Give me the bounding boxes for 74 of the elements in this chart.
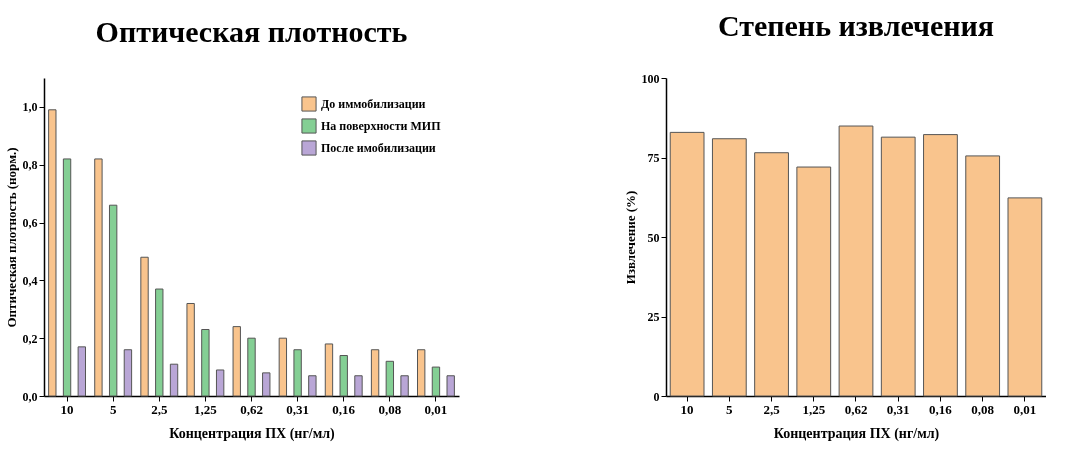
x-tick-label: 1,25	[802, 401, 826, 417]
bar	[431, 366, 441, 397]
y-tick-label: 0,0	[22, 389, 38, 404]
bar	[308, 375, 317, 397]
x-tick-label: 0,62	[844, 401, 868, 417]
bar	[278, 337, 288, 397]
y-axis-title: Оптическая плотность (норм.)	[3, 147, 19, 328]
y-tick-label: 50	[647, 230, 660, 245]
y-tick-label: 25	[647, 310, 660, 324]
y-tick-label: 0,4	[22, 273, 38, 288]
bar	[232, 326, 241, 397]
x-tick-label: 10	[680, 401, 694, 417]
chart-title: Степень извлечения	[717, 9, 995, 42]
bar	[880, 136, 916, 397]
bar	[669, 131, 705, 397]
x-tick-label: 0,08	[378, 401, 402, 417]
bar	[108, 204, 118, 397]
bar	[48, 109, 57, 397]
bar	[417, 349, 426, 397]
y-tick-label: 1,0	[22, 100, 38, 115]
bar	[62, 158, 72, 397]
bar	[186, 302, 195, 397]
x-tick-label: 2,5	[151, 401, 168, 417]
x-axis-title: Концентрация ПХ (нг/мл)	[169, 425, 336, 442]
y-tick-label: 100	[641, 71, 660, 86]
x-tick-label: 2,5	[763, 401, 781, 417]
x-tick-label: 10	[60, 401, 74, 417]
legend-label: До иммобилизации	[321, 97, 426, 111]
bar	[201, 329, 210, 397]
bar	[1007, 197, 1043, 397]
bar	[965, 155, 1001, 397]
x-tick-label: 5	[726, 401, 734, 417]
bar	[354, 375, 363, 397]
bar	[94, 158, 103, 397]
chart-title: Оптическая плотность	[95, 15, 408, 48]
x-tick-label: 5	[109, 401, 117, 417]
legend-label: После имобилизации	[321, 141, 436, 155]
y-tick-label: 0,6	[22, 216, 38, 231]
bar	[140, 256, 149, 397]
bar	[123, 349, 133, 397]
bar	[446, 375, 455, 397]
bar	[155, 288, 164, 397]
x-tick-label: 0,01	[424, 401, 448, 417]
bar	[247, 337, 256, 397]
y-tick-label: 0,2	[22, 331, 38, 346]
y-axis-title: Извлечение (%)	[622, 190, 638, 285]
bar	[77, 346, 86, 397]
y-tick-label: 0,8	[22, 158, 38, 173]
x-tick-label: 0,16	[332, 401, 356, 417]
x-tick-label: 0,08	[971, 401, 995, 417]
x-tick-label: 0,31	[286, 401, 309, 417]
x-tick-label: 0,62	[240, 401, 263, 417]
legend-label: На поверхности МИП	[321, 119, 442, 133]
bar	[293, 349, 302, 397]
x-tick-label: 0,01	[1013, 401, 1037, 417]
bar	[262, 372, 271, 397]
bar	[400, 375, 409, 397]
y-tick-label: 0	[653, 389, 660, 404]
x-tick-label: 0,31	[886, 401, 910, 417]
x-tick-label: 0,16	[929, 401, 953, 417]
x-axis-title: Концентрация ПХ (нг/мл)	[773, 425, 940, 442]
bar	[370, 349, 380, 397]
bar	[711, 138, 747, 397]
bar	[796, 166, 832, 397]
bar	[754, 152, 789, 397]
bar	[324, 343, 334, 397]
bar	[923, 134, 958, 397]
x-tick-label: 1,25	[194, 401, 218, 417]
bar	[838, 125, 874, 397]
bar	[339, 355, 348, 397]
bar	[385, 360, 395, 397]
y-tick-label: 75	[647, 151, 660, 165]
bar	[215, 369, 225, 397]
bar	[169, 363, 179, 397]
